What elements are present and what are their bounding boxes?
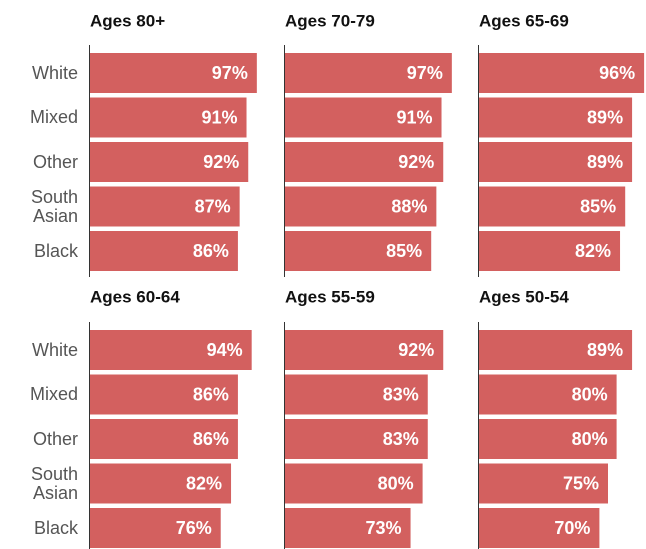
bar — [90, 330, 252, 370]
value-label: 85% — [580, 196, 616, 216]
bar — [479, 419, 617, 459]
category-label: Mixed — [29, 107, 78, 127]
value-label: 91% — [201, 107, 237, 127]
category-label-box: Other — [32, 428, 78, 449]
value-label: 92% — [203, 152, 239, 172]
bar — [285, 330, 444, 370]
bar — [285, 231, 432, 271]
value-label: 83% — [383, 429, 419, 449]
category-label: Other — [32, 151, 78, 172]
bar — [90, 508, 221, 548]
bar — [90, 142, 249, 182]
value-label: 80% — [378, 473, 414, 493]
value-label: 86% — [193, 384, 229, 404]
value-label: 80% — [572, 429, 608, 449]
bar — [479, 508, 600, 548]
category-label-box: South Asian — [30, 186, 78, 226]
value-label: 89% — [587, 152, 623, 172]
bar — [479, 231, 621, 271]
bar — [479, 186, 626, 227]
value-label: 92% — [398, 152, 434, 172]
category-label-box: Black — [33, 517, 78, 538]
value-label: 91% — [396, 107, 432, 127]
bar — [479, 97, 633, 138]
bar — [90, 186, 240, 227]
panel-title: Ages 50-54 — [479, 287, 569, 306]
bar — [90, 97, 247, 138]
category-label-box: Other — [32, 151, 78, 172]
category-label: Mixed — [29, 384, 78, 404]
category-label-box: Mixed — [29, 107, 78, 127]
value-label: 82% — [186, 473, 222, 493]
bar — [90, 231, 238, 271]
category-label: Black — [33, 240, 78, 261]
panel-title: Ages 80+ — [90, 11, 165, 30]
category-label-box: White — [31, 339, 78, 360]
category-label: South Asian — [30, 463, 78, 503]
value-label: 76% — [176, 518, 212, 538]
value-label: 82% — [575, 241, 611, 261]
bar — [285, 186, 437, 227]
value-label: 86% — [193, 429, 229, 449]
value-label: 88% — [391, 196, 427, 216]
bar — [479, 463, 608, 504]
value-label: 85% — [386, 241, 422, 261]
bar — [285, 97, 442, 138]
panel-title: Ages 70-79 — [285, 11, 375, 30]
panel-title: Ages 60-64 — [90, 287, 180, 306]
bar — [285, 142, 444, 182]
category-label-box: Black — [33, 240, 78, 261]
value-label: 80% — [572, 384, 608, 404]
value-label: 89% — [587, 107, 623, 127]
category-label: South Asian — [30, 186, 78, 226]
category-label-box: Mixed — [29, 384, 78, 404]
value-label: 94% — [207, 340, 243, 360]
category-label-box: White — [31, 62, 78, 83]
value-label: 92% — [398, 340, 434, 360]
bar — [90, 53, 257, 93]
value-label: 87% — [195, 196, 231, 216]
bar — [285, 53, 452, 93]
value-label: 97% — [212, 63, 248, 83]
value-label: 75% — [563, 473, 599, 493]
category-label: White — [31, 62, 78, 83]
bar — [479, 142, 633, 182]
panel-title: Ages 55-59 — [285, 287, 375, 306]
value-label: 89% — [587, 340, 623, 360]
category-label-box: South Asian — [30, 463, 78, 503]
bar — [285, 508, 411, 548]
value-label: 83% — [383, 384, 419, 404]
bar — [285, 463, 423, 504]
category-label: White — [31, 339, 78, 360]
bar — [285, 419, 428, 459]
value-label: 97% — [407, 63, 443, 83]
bar — [285, 374, 428, 415]
value-label: 86% — [193, 241, 229, 261]
bar — [479, 53, 645, 93]
category-label: Black — [33, 517, 78, 538]
bar — [90, 374, 238, 415]
value-label: 96% — [599, 63, 635, 83]
value-label: 73% — [366, 518, 402, 538]
bar — [479, 374, 617, 415]
bar — [90, 463, 232, 504]
bar — [90, 419, 238, 459]
bar — [479, 330, 633, 370]
category-label: Other — [32, 428, 78, 449]
value-label: 70% — [554, 518, 590, 538]
panel-title: Ages 65-69 — [479, 11, 569, 30]
